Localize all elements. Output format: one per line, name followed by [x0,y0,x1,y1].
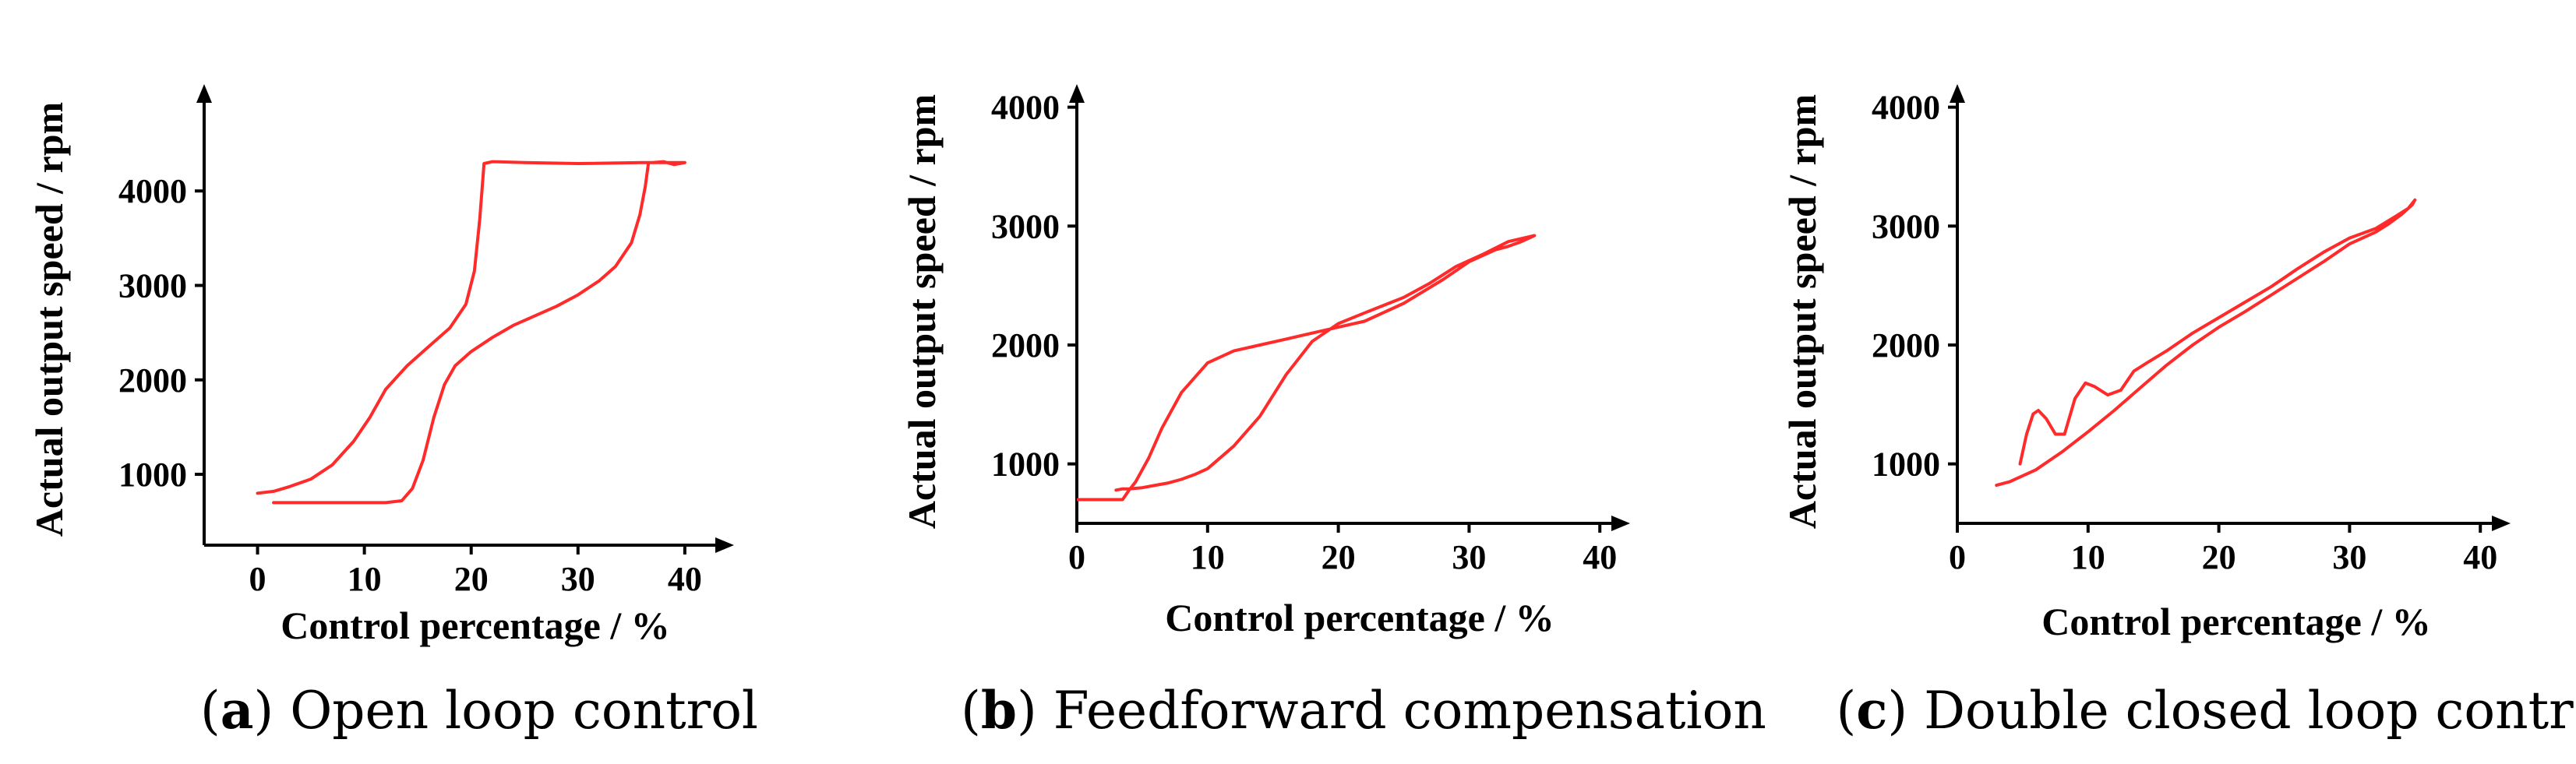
panel-b-y-tick-label: 2000 [991,326,1060,364]
panel-c-x-tick-label: 30 [2332,538,2366,576]
panel-a-ylabel: Actual output speed / rpm [27,102,71,537]
panel-a: Actual output speed / rpm 0 10 20 30 40 1000 2… [27,84,758,741]
panel-b-caption-text: Feedforward compensation [1053,681,1766,741]
panel-c-x-axis-arrow [2492,516,2511,531]
panel-b-caption-letter: b [981,680,1017,741]
panel-a-y-tick-label: 3000 [118,266,187,305]
panel-c-plot-area: 0 10 20 30 40 1000 2000 3000 4000 [1872,84,2511,576]
panel-c-y-axis-arrow [1950,84,1965,103]
panel-b-y-tick-label: 1000 [991,445,1060,484]
panel-b-x-tick-label: 40 [1583,538,1617,576]
panel-a-y-tick-label: 1000 [118,456,187,494]
panel-a-y-axis-label: Actual output speed / rpm [27,102,71,537]
panel-c-caption-text: Double closed loop control [1924,681,2576,741]
panel-b-y-tick-label: 4000 [991,89,1060,127]
panel-c-x-tick-label: 0 [1949,538,1966,576]
panel-a-series-line [256,160,686,505]
panel-c-caption: (c) Double closed loop control [1836,680,2576,741]
panel-a-x-tick-label: 10 [348,560,382,598]
panel-c: Actual output speed / rpm 0 10 20 30 40 1000 2… [1780,84,2576,741]
panel-b-x-tick-label: 10 [1191,538,1225,576]
panel-c-y-tick-label: 1000 [1872,445,1940,484]
panel-a-y-axis-arrow [196,84,212,103]
panel-c-y-tick-label: 3000 [1872,207,1940,245]
panel-b: Actual output speed / rpm 0 10 20 30 40 1000 2… [900,84,1766,741]
panel-b-xlabel: Control percentage / % [1165,596,1554,639]
panel-a-y-tick-label: 2000 [118,361,187,400]
panel-a-caption: (a) Open loop control [200,680,758,741]
panel-a-plot-area: 0 10 20 30 40 1000 2000 3000 4000 [118,84,734,598]
panel-a-x-axis-arrow [715,537,734,553]
panel-b-caption: (b) Feedforward compensation [961,680,1766,741]
panel-c-ylabel: Actual output speed / rpm [1780,94,1824,529]
panel-b-x-tick-label: 20 [1322,538,1356,576]
panel-b-x-tick-label: 0 [1068,538,1085,576]
panel-c-caption-letter: c [1856,680,1887,741]
panel-b-plot-area: 0 10 20 30 40 1000 2000 3000 4000 [991,84,1630,576]
panel-c-x-tick-label: 10 [2071,538,2105,576]
panel-c-x-tick-label: 20 [2202,538,2236,576]
panel-b-y-tick-label: 3000 [991,207,1060,245]
panel-c-x-tick-label: 40 [2463,538,2497,576]
panel-a-y-tick-label: 4000 [118,172,187,210]
panel-a-caption-letter: a [221,680,254,741]
panel-a-caption-text: Open loop control [290,681,758,741]
panel-a-x-tick-label: 0 [249,560,266,598]
panel-a-xlabel: Control percentage / % [281,604,669,647]
panel-b-y-axis-arrow [1069,84,1085,103]
panel-c-xlabel: Control percentage / % [2041,600,2430,643]
panel-b-y-axis-label: Actual output speed / rpm [900,94,944,529]
panel-b-x-tick-label: 30 [1452,538,1486,576]
panel-c-y-tick-label: 2000 [1872,326,1940,364]
panel-b-ylabel: Actual output speed / rpm [900,94,944,529]
panel-c-y-axis-label: Actual output speed / rpm [1780,94,1824,529]
panel-b-x-axis-arrow [1611,516,1630,531]
panel-b-series-line [1077,234,1537,502]
panel-a-x-tick-label: 20 [454,560,489,598]
panel-c-series-line [1995,198,2417,488]
panel-a-x-tick-label: 30 [561,560,595,598]
panel-c-y-tick-label: 4000 [1872,89,1940,127]
panel-a-x-tick-label: 40 [668,560,702,598]
